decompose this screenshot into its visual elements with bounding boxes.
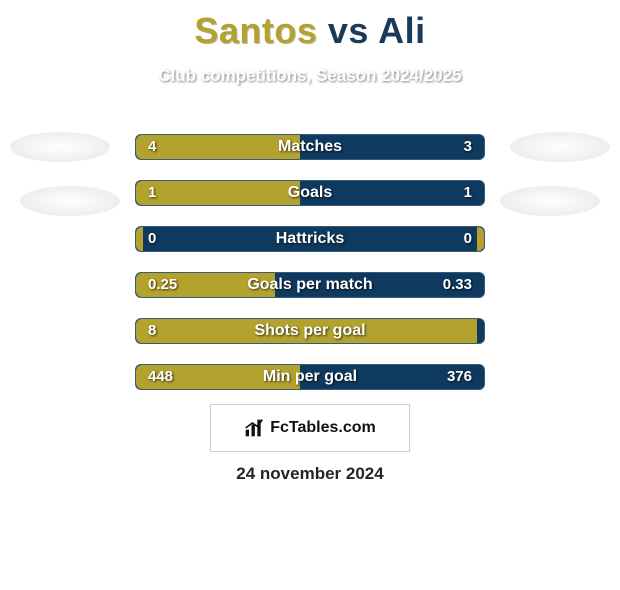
title-vs: vs — [328, 10, 369, 51]
stat-value-right: 0 — [464, 230, 472, 247]
source-logo: FcTables.com — [210, 404, 410, 452]
stat-label: Goals — [136, 184, 484, 202]
stat-row: 1Goals1 — [135, 180, 485, 206]
stat-value-right: 376 — [447, 368, 472, 385]
stat-label: Matches — [136, 138, 484, 156]
stat-label: Shots per goal — [136, 322, 484, 340]
avatar-right-placeholder — [510, 132, 610, 162]
page-title: Santos vs Ali — [0, 10, 620, 52]
title-player2: Ali — [378, 10, 426, 51]
stat-label: Goals per match — [136, 276, 484, 294]
stats-container: 4Matches3 1Goals1 0Hattricks0 0.25Goals per… — [135, 134, 485, 410]
avatar-left-shadow — [20, 186, 120, 216]
stat-label: Hattricks — [136, 230, 484, 248]
stat-row: 0Hattricks0 — [135, 226, 485, 252]
title-player1: Santos — [194, 10, 317, 51]
avatar-left-placeholder — [10, 132, 110, 162]
stat-value-right: 1 — [464, 184, 472, 201]
avatar-right-shadow — [500, 186, 600, 216]
chart-icon — [244, 418, 264, 438]
stat-value-right: 3 — [464, 138, 472, 155]
logo-text: FcTables.com — [270, 419, 376, 437]
stat-row: 8Shots per goal — [135, 318, 485, 344]
stat-label: Min per goal — [136, 368, 484, 386]
stat-value-right: 0.33 — [443, 276, 472, 293]
date-label: 24 november 2024 — [0, 464, 620, 484]
stat-row: 4Matches3 — [135, 134, 485, 160]
subtitle: Club competitions, Season 2024/2025 — [0, 66, 620, 86]
stat-row: 448Min per goal376 — [135, 364, 485, 390]
stat-row: 0.25Goals per match0.33 — [135, 272, 485, 298]
